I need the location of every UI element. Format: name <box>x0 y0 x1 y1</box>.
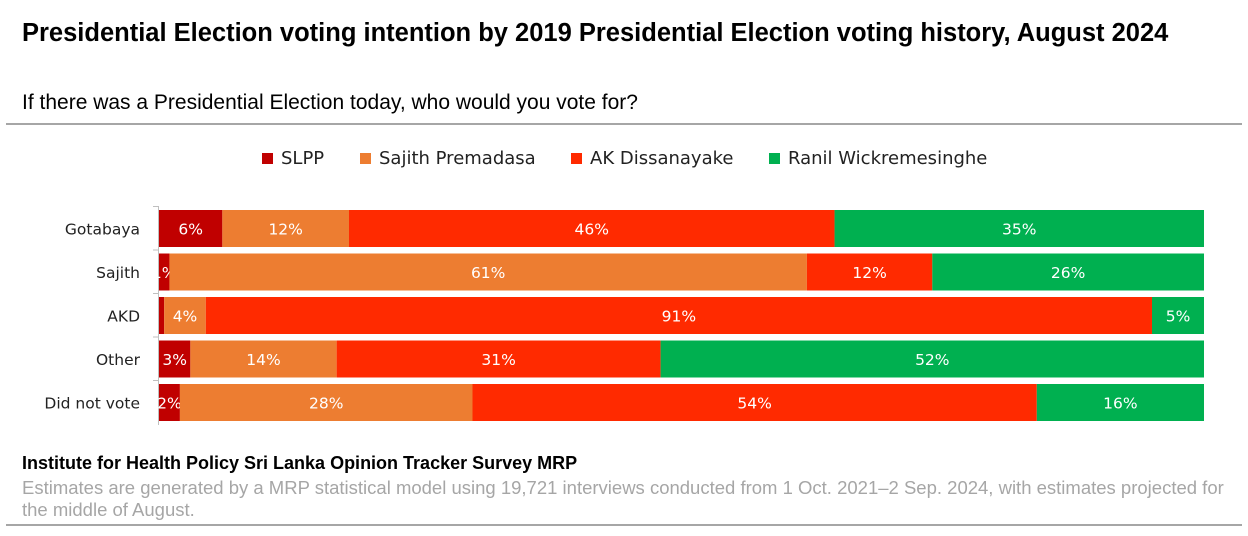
bar-segment-ak-dissanayake-gotabaya <box>349 210 835 247</box>
bar-segment-slpp-sajith <box>159 253 170 291</box>
stacked-bar-chart: Gotabaya 6% 12% 46% 35%Sajith 1% 61% 12% 26%AKD 4… <box>44 206 1204 425</box>
bottom-divider <box>6 524 1242 526</box>
legend-item-sajith-premadasa: Sajith Premadasa <box>360 148 536 169</box>
data-label: 16% <box>1103 395 1137 413</box>
bar-segment-ak-dissanayake-did-not-vote <box>472 384 1037 421</box>
legend-swatch <box>262 153 273 164</box>
bar-segment-ak-dissanayake-akd <box>205 297 1153 334</box>
legend-label: SLPP <box>281 148 325 169</box>
chart-title: Presidential Election voting intention b… <box>22 19 1169 47</box>
data-label: 54% <box>737 395 771 413</box>
data-label: 26% <box>1051 264 1085 282</box>
bar-segment-ranil-wickremesinghe-akd <box>1152 297 1204 334</box>
bar-segment-sajith-premadasa-other <box>190 340 337 378</box>
bar-segment-sajith-premadasa-gotabaya <box>222 210 349 247</box>
data-label: 14% <box>246 351 280 369</box>
source-text: Institute for Health Policy Sri Lanka Op… <box>22 453 578 473</box>
category-label-did-not-vote: Did not vote <box>44 395 140 413</box>
category-label-sajith: Sajith <box>96 264 140 282</box>
data-label: 52% <box>915 351 949 369</box>
category-label-other: Other <box>96 351 141 369</box>
data-label: 12% <box>852 264 886 282</box>
data-label: 12% <box>268 221 302 239</box>
data-label: 46% <box>575 221 609 239</box>
chart-legend: SLPP Sajith Premadasa AK Dissanayake Ranil … <box>0 148 1248 174</box>
legend-label: AK Dissanayake <box>590 148 734 169</box>
bar-segment-ranil-wickremesinghe-sajith <box>932 253 1204 291</box>
legend-swatch <box>360 153 371 164</box>
data-label: 91% <box>662 308 696 326</box>
data-label: 28% <box>309 395 343 413</box>
bar-segment-sajith-premadasa-did-not-vote <box>179 384 473 421</box>
bar-segment-ak-dissanayake-other <box>336 340 661 378</box>
legend-swatch <box>769 153 780 164</box>
data-label: 4% <box>173 308 198 326</box>
bar-segment-sajith-premadasa-sajith <box>169 253 807 291</box>
bar-segment-slpp-akd <box>159 297 165 334</box>
legend-label: Sajith Premadasa <box>379 148 536 169</box>
data-label: 5% <box>1166 308 1191 326</box>
category-label-akd: AKD <box>107 308 140 326</box>
legend-swatch <box>571 153 582 164</box>
data-label: 61% <box>471 264 505 282</box>
data-label: 6% <box>178 221 203 239</box>
legend-label: Ranil Wickremesinghe <box>788 148 988 169</box>
chart-subtitle: If there was a Presidential Election tod… <box>22 91 638 114</box>
bar-segment-ak-dissanayake-sajith <box>806 253 933 291</box>
bar-segment-slpp-other <box>159 340 191 378</box>
data-label: 31% <box>481 351 515 369</box>
methodology-note: Estimates are generated by a MRP statist… <box>22 477 1224 520</box>
bar-segment-ranil-wickremesinghe-did-not-vote <box>1036 384 1204 421</box>
data-label: 35% <box>1002 221 1036 239</box>
bar-segment-ranil-wickremesinghe-other <box>660 340 1204 378</box>
category-label-gotabaya: Gotabaya <box>65 221 140 239</box>
data-label: 3% <box>162 351 187 369</box>
bar-segment-slpp-did-not-vote <box>159 384 180 421</box>
legend-item-ranil-wickremesinghe: Ranil Wickremesinghe <box>769 148 987 169</box>
data-label: 2% <box>157 395 182 413</box>
legend-item-slpp: SLPP <box>262 148 324 169</box>
legend-item-ak-dissanayake: AK Dissanayake <box>571 148 733 169</box>
top-divider <box>6 123 1242 125</box>
bar-segment-slpp-gotabaya <box>159 210 223 247</box>
bar-segment-sajith-premadasa-akd <box>164 297 206 334</box>
bar-segment-ranil-wickremesinghe-gotabaya <box>834 210 1204 247</box>
